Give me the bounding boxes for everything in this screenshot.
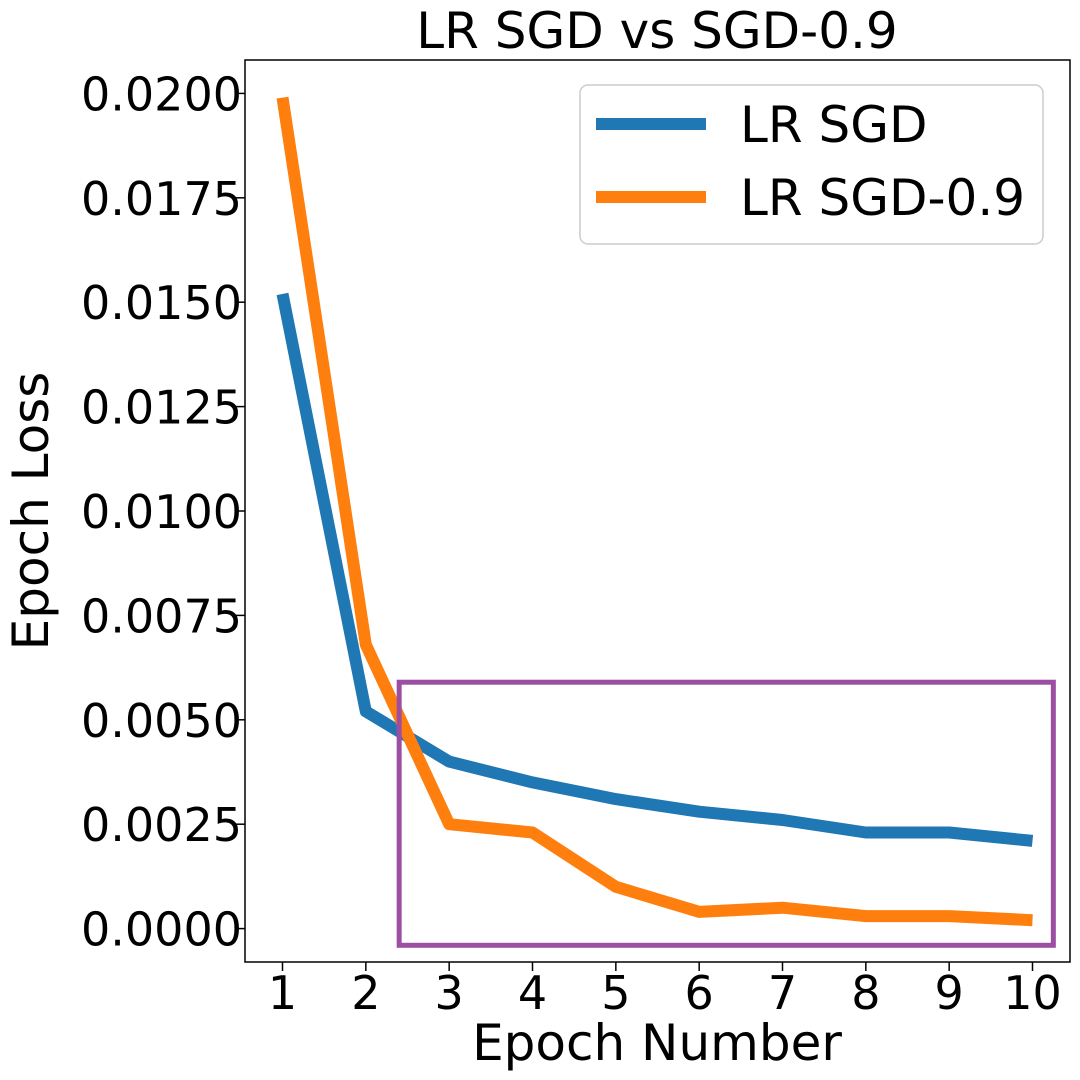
series-layer [276, 96, 1034, 927]
series-line-lr-sgd [276, 292, 1034, 847]
x-tick-label: 9 [935, 966, 964, 1020]
x-tick-label: 6 [685, 966, 714, 1020]
y-tick-label: 0.0050 [81, 694, 242, 748]
y-tick-label: 0.0100 [81, 485, 242, 539]
x-tick-label: 8 [851, 966, 880, 1020]
x-tick-label: 1 [268, 966, 297, 1020]
annotation-layer [396, 679, 1056, 948]
chart-title: LR SGD vs SGD-0.9 [416, 2, 897, 60]
legend: LR SGD LR SGD-0.9 [579, 84, 1044, 245]
y-tick-label: 0.0200 [81, 67, 242, 121]
y-tick-label: 0.0000 [81, 903, 242, 957]
y-tick-label: 0.0075 [81, 589, 242, 643]
y-tick-label: 0.0125 [81, 381, 242, 435]
y-tick-label: 0.0150 [81, 276, 242, 330]
y-axis: 0.0000 0.0025 0.0050 0.0075 0.0100 0.0125 0.01… [81, 67, 245, 957]
x-axis: 1 2 3 4 5 6 7 8 9 10 [268, 962, 1062, 1020]
series-line-lr-sgd-0-9 [276, 96, 1033, 927]
x-tick-label: 5 [601, 966, 630, 1020]
x-tick-label: 4 [518, 966, 547, 1020]
legend-label-lr-sgd: LR SGD [740, 96, 927, 154]
x-tick-label: 7 [768, 966, 797, 1020]
legend-label-lr-sgd-0-9: LR SGD-0.9 [740, 169, 1025, 227]
x-tick-label: 10 [1003, 966, 1062, 1020]
y-tick-label: 0.0175 [81, 172, 242, 226]
x-tick-label: 3 [435, 966, 464, 1020]
x-tick-label: 2 [351, 966, 380, 1020]
y-axis-title: Epoch Loss [2, 372, 60, 651]
y-tick-label: 0.0025 [81, 798, 242, 852]
x-axis-title: Epoch Number [472, 1014, 842, 1072]
highlight-box [396, 679, 1056, 948]
